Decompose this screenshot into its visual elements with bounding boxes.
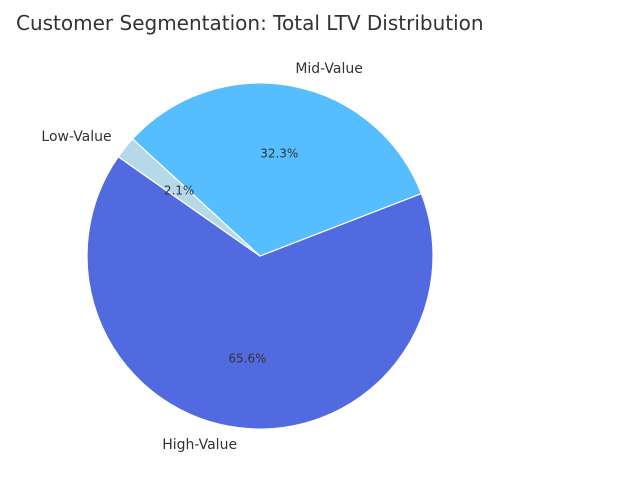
pie-slice-high-value [86,155,434,430]
pie-slice-mid-value [131,82,423,257]
slice-label-high-value: High-Value [162,437,237,453]
slice-label-low-value: Low-Value [41,129,111,145]
chart-title: Customer Segmentation: Total LTV Distrib… [16,11,484,35]
slice-label-mid-value: Mid-Value [295,61,363,77]
pct-label-low-value: 2.1% [164,183,195,197]
pct-label-mid-value: 32.3% [260,147,298,161]
pct-label-high-value: 65.6% [228,352,266,366]
pie-slice-low-value [117,138,261,257]
